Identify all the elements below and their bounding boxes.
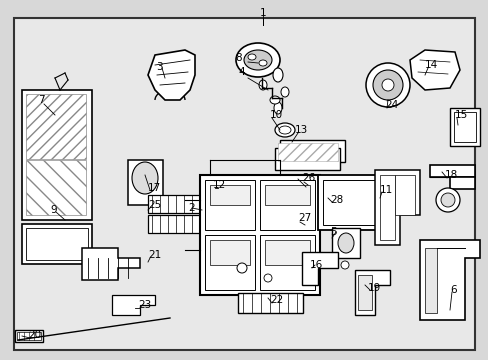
- Ellipse shape: [279, 126, 290, 134]
- Ellipse shape: [237, 263, 246, 273]
- Ellipse shape: [244, 50, 271, 70]
- Ellipse shape: [340, 261, 348, 269]
- Bar: [22, 224, 92, 264]
- Ellipse shape: [381, 79, 393, 91]
- Bar: [26, 160, 86, 215]
- Text: 18: 18: [444, 170, 457, 180]
- Bar: [264, 240, 309, 265]
- Text: 25: 25: [148, 200, 161, 210]
- Bar: [260, 180, 314, 230]
- Bar: [449, 108, 479, 146]
- Text: 11: 11: [379, 185, 392, 195]
- Text: 5: 5: [329, 227, 336, 237]
- Ellipse shape: [281, 87, 288, 97]
- Text: 10: 10: [269, 110, 283, 120]
- Bar: [22, 90, 92, 220]
- Ellipse shape: [236, 43, 280, 77]
- Text: 13: 13: [294, 125, 307, 135]
- Bar: [204, 235, 254, 290]
- Text: 23: 23: [138, 300, 151, 310]
- Bar: [148, 215, 205, 233]
- Bar: [429, 165, 474, 177]
- Bar: [26, 94, 86, 159]
- Text: 20: 20: [28, 330, 41, 340]
- Bar: [200, 175, 319, 295]
- Bar: [278, 143, 337, 161]
- Text: 2: 2: [188, 203, 195, 213]
- Text: 6: 6: [449, 285, 456, 295]
- Bar: [209, 240, 249, 265]
- Ellipse shape: [293, 175, 309, 191]
- Text: 27: 27: [297, 213, 311, 223]
- Ellipse shape: [269, 96, 280, 104]
- Bar: [280, 140, 345, 162]
- Ellipse shape: [208, 183, 223, 193]
- Text: 3: 3: [156, 62, 163, 72]
- Bar: [449, 177, 474, 189]
- Bar: [238, 293, 303, 313]
- Ellipse shape: [132, 162, 158, 194]
- Text: 17: 17: [148, 183, 161, 193]
- Ellipse shape: [272, 68, 283, 82]
- Text: 22: 22: [269, 295, 283, 305]
- Ellipse shape: [247, 54, 256, 60]
- Text: 12: 12: [213, 180, 226, 190]
- Polygon shape: [82, 248, 140, 280]
- Bar: [453, 112, 475, 142]
- Bar: [17, 332, 41, 340]
- Ellipse shape: [259, 60, 266, 66]
- Text: 26: 26: [302, 173, 315, 183]
- Text: 7: 7: [38, 95, 44, 105]
- Bar: [15, 330, 43, 342]
- Text: 16: 16: [309, 260, 323, 270]
- Polygon shape: [302, 252, 337, 285]
- Ellipse shape: [273, 102, 282, 114]
- Bar: [260, 235, 314, 290]
- Ellipse shape: [264, 274, 271, 282]
- Text: 19: 19: [367, 283, 381, 293]
- Text: 28: 28: [329, 195, 343, 205]
- Polygon shape: [112, 295, 155, 315]
- Bar: [379, 175, 394, 240]
- Bar: [424, 248, 436, 313]
- Text: 15: 15: [454, 110, 468, 120]
- Ellipse shape: [372, 70, 402, 100]
- Ellipse shape: [365, 63, 409, 107]
- Bar: [394, 175, 414, 215]
- Polygon shape: [409, 50, 459, 90]
- Bar: [357, 275, 371, 310]
- Bar: [331, 228, 359, 258]
- Bar: [209, 185, 249, 205]
- Bar: [148, 195, 205, 213]
- Ellipse shape: [259, 80, 266, 90]
- Ellipse shape: [435, 188, 459, 212]
- Bar: [26, 228, 88, 260]
- Polygon shape: [148, 50, 195, 100]
- Text: 14: 14: [424, 60, 437, 70]
- Text: 24: 24: [384, 100, 397, 110]
- Text: 9: 9: [50, 205, 57, 215]
- Bar: [274, 148, 339, 170]
- Polygon shape: [354, 270, 389, 315]
- Ellipse shape: [274, 123, 294, 137]
- Ellipse shape: [440, 193, 454, 207]
- Text: 21: 21: [148, 250, 161, 260]
- Text: 8: 8: [235, 53, 242, 63]
- Bar: [128, 160, 163, 205]
- Bar: [264, 185, 309, 205]
- Ellipse shape: [337, 233, 353, 253]
- Bar: [323, 180, 382, 225]
- Text: 1: 1: [259, 8, 266, 18]
- Polygon shape: [419, 240, 479, 320]
- Bar: [204, 180, 254, 230]
- Bar: [317, 175, 387, 230]
- Text: 4: 4: [238, 67, 244, 77]
- Polygon shape: [374, 170, 419, 245]
